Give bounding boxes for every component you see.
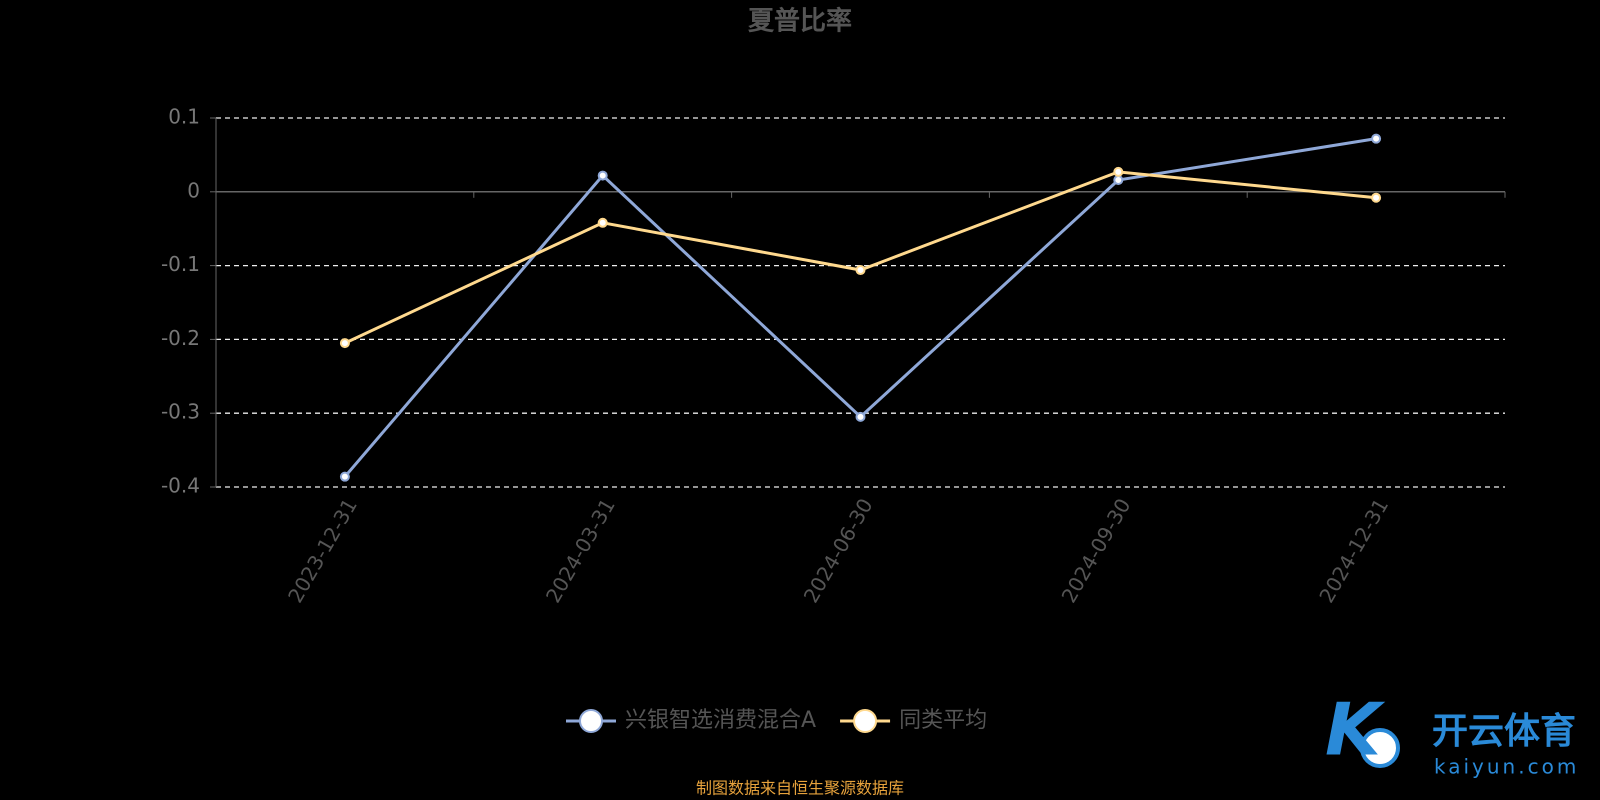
watermark-brand: 开云体育 [1432, 711, 1576, 752]
y-tick-label: -0.2 [161, 326, 200, 350]
data-point [597, 170, 608, 181]
legend-label: 兴银智选消费混合A [625, 708, 816, 733]
y-tick-label: 0.1 [168, 105, 200, 129]
legend-symbol [853, 709, 878, 733]
watermark-site: kaiyun.com [1434, 755, 1579, 779]
chart-title: 夏普比率 [748, 6, 852, 37]
y-tick-label: -0.4 [161, 474, 200, 498]
watermark-k: K [1325, 688, 1386, 772]
legend-label: 同类平均 [899, 708, 987, 733]
data-point [1371, 192, 1382, 203]
data-point [855, 265, 866, 276]
data-point [1113, 166, 1124, 177]
data-point [339, 471, 350, 482]
source-note: 制图数据来自恒生聚源数据库 [696, 779, 904, 798]
data-point [1371, 133, 1382, 144]
legend-item[interactable]: 兴银智选消费混合A [566, 708, 816, 733]
legend-symbol [579, 709, 603, 733]
data-point [597, 217, 608, 228]
data-point [339, 338, 350, 349]
y-tick-label: 0 [187, 178, 200, 202]
data-point [855, 411, 866, 422]
legend-item[interactable]: 同类平均 [840, 708, 987, 733]
y-tick-label: -0.3 [161, 400, 200, 424]
watermark: K 开云体育 kaiyun.com [1325, 688, 1579, 779]
data-point [1113, 174, 1124, 185]
watermark-icon [1360, 728, 1400, 768]
y-tick-label: -0.1 [161, 252, 200, 276]
